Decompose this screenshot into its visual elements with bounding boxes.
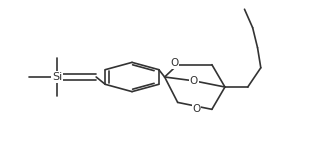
Text: O: O [190, 76, 198, 86]
Text: O: O [192, 104, 200, 114]
Text: O: O [170, 59, 179, 68]
Text: Si: Si [52, 72, 62, 82]
